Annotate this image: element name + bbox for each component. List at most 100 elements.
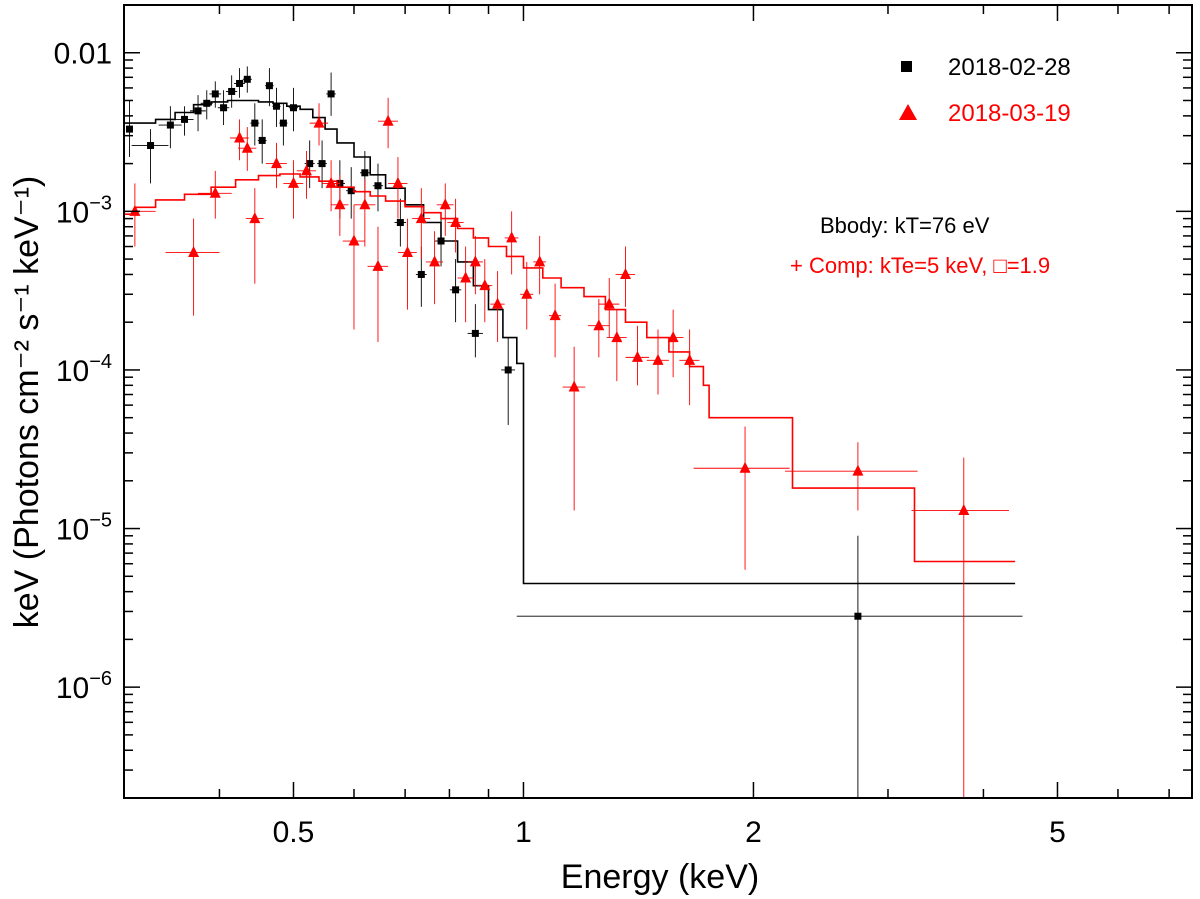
data-point-triangle: [492, 297, 504, 309]
data-point-triangle: [241, 141, 253, 153]
data-point-triangle: [234, 131, 246, 143]
legend-label-series-2: 2018-03-19: [948, 100, 1071, 127]
data-point-triangle: [188, 246, 200, 258]
data-point-triangle: [129, 204, 141, 216]
data-point-square: [243, 75, 251, 83]
data-point-triangle: [611, 331, 623, 343]
data-point-square: [228, 87, 236, 95]
data-point-triangle: [684, 353, 696, 365]
data-point-square: [272, 102, 280, 110]
y-tick-label: 10−5: [56, 510, 112, 547]
data-point-square: [327, 90, 335, 98]
y-tick-mantissa: 10: [56, 196, 89, 229]
data-point-triangle: [479, 279, 491, 291]
data-point-triangle: [958, 503, 970, 515]
data-point-triangle: [415, 212, 427, 224]
data-point-square: [211, 90, 219, 98]
data-point-triangle: [301, 164, 313, 176]
data-point-square: [361, 169, 369, 177]
data-point-square: [374, 182, 382, 190]
data-point-triangle: [325, 176, 337, 188]
data-point-triangle: [450, 216, 462, 228]
axis-ticks: [123, 4, 1192, 799]
data-point-square: [437, 237, 445, 245]
data-point-square: [251, 119, 259, 127]
legend-label-series-1: 2018-02-28: [948, 54, 1071, 81]
data-point-triangle: [667, 331, 679, 343]
data-point-triangle: [549, 309, 561, 321]
y-tick-label: 10−3: [56, 192, 112, 229]
data-point-square: [452, 286, 460, 294]
y-tick-label: 0.01: [54, 38, 112, 71]
data-point-square: [125, 125, 133, 133]
data-point-square: [180, 115, 188, 123]
model-line-1: [124, 99, 1016, 585]
data-point-triangle: [460, 271, 472, 283]
data-point-triangle: [359, 198, 371, 210]
data-point-square: [236, 79, 244, 87]
data-point-square: [318, 160, 326, 168]
data-point-triangle: [439, 198, 451, 210]
legend: 2018-02-28 2018-03-19: [899, 54, 1071, 127]
data-point-triangle: [287, 176, 299, 188]
data-point-triangle: [401, 246, 413, 258]
data-point-square: [147, 142, 155, 150]
y-axis-label: keV (Photons cm⁻² s⁻¹ keV⁻¹): [8, 176, 46, 629]
annotation-comptonization: + Comp: kTe=5 keV, □=1.9: [790, 253, 1050, 278]
data-point-triangle: [603, 297, 615, 309]
data-point-triangle: [619, 267, 631, 279]
y-tick-exponent: −5: [89, 510, 112, 532]
y-tick-exponent: −6: [89, 668, 112, 690]
data-point-triangle: [348, 234, 360, 246]
x-axis-label: Energy (keV): [561, 858, 759, 896]
data-point-triangle: [270, 157, 282, 169]
x-tick-label: 1: [515, 816, 532, 849]
data-point-square: [279, 119, 287, 127]
y-tick-exponent: −4: [89, 351, 112, 373]
data-point-square: [306, 160, 314, 168]
y-tick-mantissa: 10: [56, 672, 89, 705]
annotation-blackbody: Bbody: kT=76 eV: [820, 213, 990, 238]
data-point-triangle: [739, 461, 751, 473]
data-point-square: [289, 104, 297, 112]
data-point-triangle: [652, 353, 664, 365]
x-tick-label: 2: [745, 816, 762, 849]
y-tick-exponent: −3: [89, 192, 112, 214]
data-point-square: [203, 99, 211, 107]
plot-area: [124, 66, 1023, 798]
y-tick-mantissa: 10: [56, 514, 89, 547]
data-point-triangle: [372, 259, 384, 271]
x-tick-label: 0.5: [273, 816, 315, 849]
data-point-triangle: [429, 255, 441, 267]
data-point-triangle: [334, 198, 346, 210]
data-point-triangle: [392, 176, 404, 188]
data-point-triangle: [852, 464, 864, 476]
data-point-triangle: [506, 231, 518, 243]
data-point-triangle: [631, 350, 643, 362]
x-tick-label: 5: [1049, 816, 1066, 849]
y-tick-label: 10−6: [56, 668, 112, 705]
data-point-triangle: [249, 212, 261, 224]
data-point-triangle: [382, 114, 394, 126]
data-point-square: [220, 104, 228, 112]
data-point-square: [265, 82, 273, 90]
data-point-square: [471, 329, 479, 337]
data-point-triangle: [209, 186, 221, 198]
data-point-square: [504, 366, 512, 374]
y-tick-mantissa: 10: [56, 355, 89, 388]
plot-frame: [123, 4, 1193, 799]
data-point-triangle: [313, 116, 325, 128]
data-point-square: [166, 121, 174, 129]
legend-marker-square: [901, 61, 912, 72]
data-point-square: [396, 219, 404, 227]
data-point-triangle: [593, 319, 605, 331]
data-point-triangle: [568, 380, 580, 392]
data-point-square: [417, 270, 425, 278]
data-point-square: [854, 612, 862, 620]
data-point-triangle: [469, 255, 481, 267]
data-point-square: [258, 136, 266, 144]
legend-marker-triangle: [899, 104, 917, 120]
y-tick-label: 10−4: [56, 351, 112, 388]
